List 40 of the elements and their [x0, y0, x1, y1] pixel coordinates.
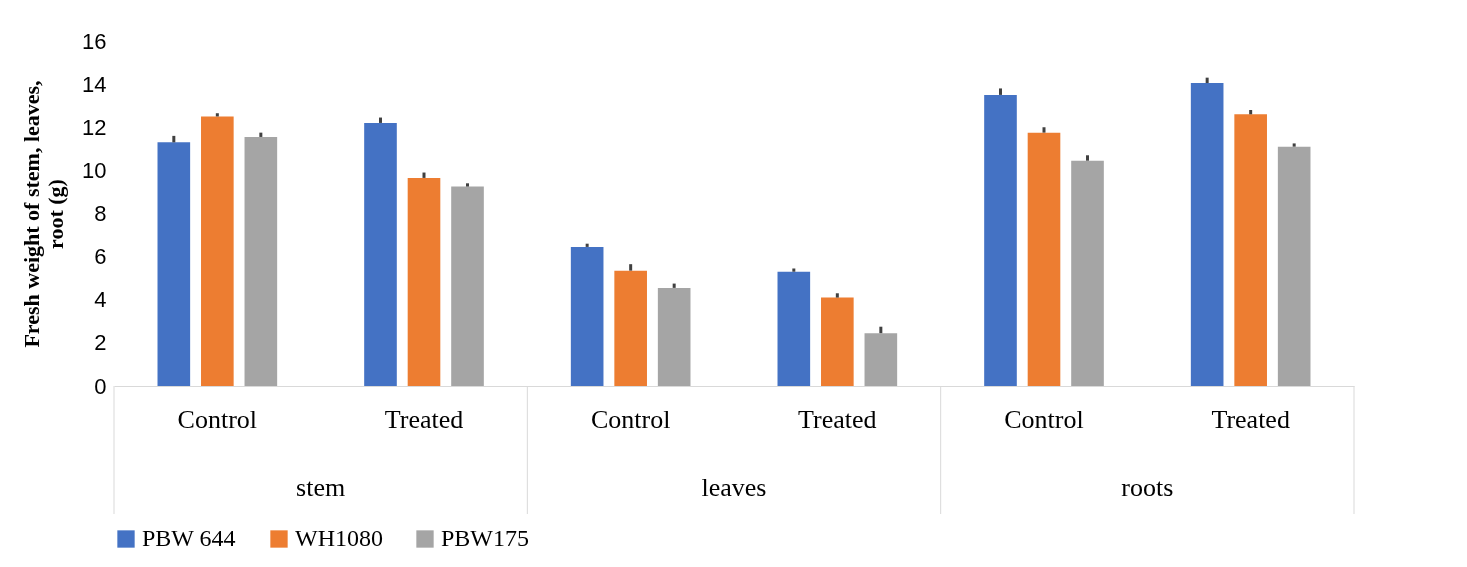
legend-label: WH1080: [295, 525, 383, 551]
bar: [1277, 146, 1311, 386]
y-tick-label: 16: [82, 28, 107, 54]
bar: [1190, 83, 1224, 386]
text: roots: [1121, 473, 1174, 502]
y-tick-label: 6: [94, 244, 107, 270]
bar: [864, 333, 898, 386]
bar: [451, 186, 484, 386]
x-tick-label: Control: [590, 404, 671, 434]
x-tick-label: Treated: [384, 404, 464, 434]
bar: [984, 94, 1017, 386]
x-tick-label: Control: [177, 404, 258, 434]
y-tick-label: 4: [94, 287, 107, 313]
legend-label: PBW 644: [142, 525, 236, 551]
text: leaves: [701, 473, 767, 502]
bar: [821, 297, 854, 386]
y-tick-label: 12: [82, 114, 107, 140]
x-tick-label: Control: [1004, 404, 1084, 434]
bar: [1071, 160, 1104, 386]
x-tick-label: Treated: [798, 404, 877, 434]
bar: [777, 271, 811, 386]
y-tick-label: 10: [82, 157, 107, 183]
bar: [614, 270, 647, 386]
bar: [157, 142, 191, 386]
y-tick-label: 0: [94, 373, 107, 399]
bar: [1027, 132, 1061, 386]
bar: [407, 177, 441, 386]
bar: [244, 136, 278, 386]
y-tick-label: 14: [82, 71, 107, 97]
bar: [570, 246, 604, 386]
bar: [201, 116, 234, 386]
bar: [657, 287, 691, 386]
bar: [1234, 114, 1267, 386]
bar: [364, 122, 397, 386]
y-tick-label: 8: [94, 201, 107, 226]
text: stem: [296, 473, 346, 502]
y-axis-title: Fresh weight of stem, leaves, root (g): [19, 80, 69, 348]
x-tick-label: Treated: [1211, 404, 1290, 434]
legend-label: PBW175: [441, 525, 530, 551]
y-tick-label: 2: [94, 330, 107, 356]
